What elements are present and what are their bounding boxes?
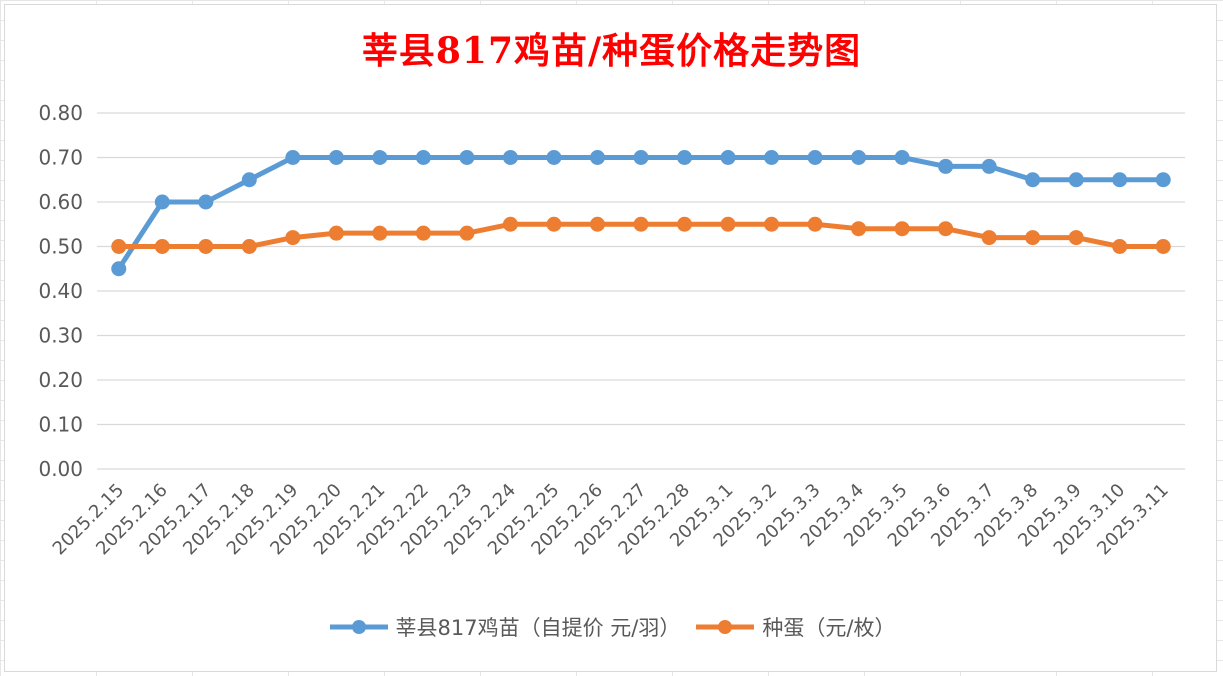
legend-item-series-2[interactable]: 种蛋（元/枚） — [694, 612, 895, 642]
data-point[interactable] — [981, 158, 997, 174]
data-point[interactable] — [633, 216, 649, 232]
legend-line-marker-icon — [329, 620, 388, 634]
data-point[interactable] — [241, 172, 257, 188]
data-point[interactable] — [285, 230, 301, 246]
data-point[interactable] — [589, 150, 605, 165]
data-point[interactable] — [1025, 230, 1041, 246]
data-point[interactable] — [677, 216, 693, 232]
data-point[interactable] — [720, 150, 736, 165]
data-point[interactable] — [372, 225, 388, 241]
y-tick-label: 0.70 — [38, 146, 83, 170]
data-point[interactable] — [1112, 239, 1128, 254]
data-point[interactable] — [807, 150, 823, 165]
data-point[interactable] — [764, 216, 780, 232]
data-point[interactable] — [1068, 172, 1084, 188]
data-point[interactable] — [938, 221, 954, 237]
data-point[interactable] — [502, 150, 518, 165]
series-1 — [111, 150, 1171, 277]
data-point[interactable] — [589, 216, 605, 232]
data-point[interactable] — [1155, 239, 1171, 254]
legend: 莘县817鸡苗（自提价 元/羽） 种蛋（元/枚） — [0, 612, 1223, 642]
data-point[interactable] — [1025, 172, 1041, 188]
data-point[interactable] — [851, 221, 867, 237]
data-point[interactable] — [1112, 172, 1128, 188]
legend-item-series-1[interactable]: 莘县817鸡苗（自提价 元/羽） — [328, 612, 681, 642]
legend-label-series-2: 种蛋（元/枚） — [762, 616, 896, 640]
data-point[interactable] — [720, 216, 736, 232]
data-point[interactable] — [154, 239, 170, 254]
data-point[interactable] — [894, 150, 910, 165]
y-tick-label: 0.60 — [38, 190, 83, 214]
y-tick-label: 0.80 — [38, 101, 83, 125]
data-point[interactable] — [807, 216, 823, 232]
data-point[interactable] — [1068, 230, 1084, 246]
data-point[interactable] — [764, 150, 780, 165]
y-tick-label: 0.30 — [38, 324, 83, 348]
legend-line-marker-icon — [696, 620, 755, 634]
data-point[interactable] — [981, 230, 997, 246]
data-point[interactable] — [328, 225, 344, 241]
data-point[interactable] — [372, 150, 388, 165]
series-2 — [111, 216, 1171, 254]
data-point[interactable] — [546, 216, 562, 232]
data-point[interactable] — [111, 261, 127, 277]
data-point[interactable] — [154, 194, 170, 210]
data-point[interactable] — [198, 239, 214, 254]
data-point[interactable] — [633, 150, 649, 165]
data-point[interactable] — [459, 225, 475, 241]
data-point[interactable] — [198, 194, 214, 210]
legend-label-series-1: 莘县817鸡苗（自提价 元/羽） — [395, 616, 681, 640]
data-point[interactable] — [851, 150, 867, 165]
y-tick-label: 0.50 — [38, 235, 83, 259]
data-point[interactable] — [285, 150, 301, 165]
data-point[interactable] — [111, 239, 127, 254]
y-tick-label: 0.40 — [38, 279, 83, 303]
data-point[interactable] — [894, 221, 910, 237]
y-tick-label: 0.10 — [38, 413, 83, 437]
series-line — [116, 155, 1166, 272]
data-point[interactable] — [502, 216, 518, 232]
data-point[interactable] — [459, 150, 475, 165]
y-tick-label: 0.20 — [38, 368, 83, 392]
data-point[interactable] — [415, 150, 431, 165]
chart-area[interactable] — [4, 4, 1217, 672]
data-point[interactable] — [1155, 172, 1171, 188]
y-tick-label: 0.00 — [38, 457, 83, 481]
data-point[interactable] — [241, 239, 257, 254]
data-point[interactable] — [546, 150, 562, 165]
data-point[interactable] — [415, 225, 431, 241]
chart-title: 莘县817鸡苗/种蛋价格走势图 — [361, 30, 862, 72]
data-point[interactable] — [328, 150, 344, 165]
data-point[interactable] — [677, 150, 693, 165]
data-point[interactable] — [938, 158, 954, 174]
